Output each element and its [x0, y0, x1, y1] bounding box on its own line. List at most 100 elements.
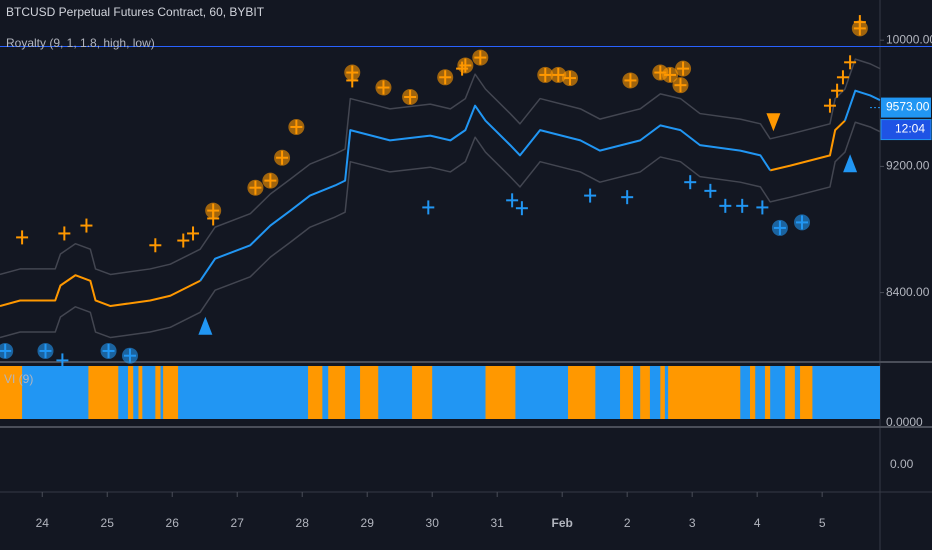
- cross-marker: [704, 183, 717, 198]
- circle-marker: [262, 172, 279, 189]
- vi-segment: [0, 366, 23, 419]
- circle-marker: [205, 202, 222, 219]
- cross-marker: [56, 353, 69, 368]
- cross-marker: [844, 55, 857, 70]
- x-tick-label: 29: [361, 516, 375, 530]
- chart-title: BTCUSD Perpetual Futures Contract, 60, B…: [6, 5, 265, 19]
- vi-segment: [620, 366, 634, 419]
- x-tick-label: 25: [101, 516, 115, 530]
- circle-marker: [851, 20, 868, 37]
- vi-segment: [128, 366, 134, 419]
- vi-segment: [640, 366, 650, 419]
- circle-marker: [662, 66, 679, 83]
- y-tick-label: 9200.00: [886, 159, 930, 173]
- circle-marker: [457, 57, 474, 74]
- vi-segment: [328, 366, 346, 419]
- price-line: [199, 104, 772, 282]
- triangle-down: [766, 113, 781, 132]
- cross-marker: [80, 218, 93, 233]
- circle-marker: [0, 342, 14, 359]
- cross-marker: [831, 83, 844, 98]
- cross-marker: [823, 98, 836, 113]
- vi-segment: [485, 366, 516, 419]
- cross-marker: [506, 193, 519, 208]
- cross-marker: [16, 230, 29, 245]
- x-tick-label: 26: [166, 516, 180, 530]
- circle-marker: [37, 342, 54, 359]
- pane3-axis-label: 0.00: [890, 457, 914, 471]
- circle-marker: [247, 179, 264, 196]
- x-tick-label: Feb: [552, 516, 573, 530]
- x-tick-label: 2: [624, 516, 631, 530]
- circle-marker: [771, 219, 788, 236]
- circle-marker: [622, 72, 639, 89]
- vi-segment: [360, 366, 379, 419]
- circle-marker: [288, 118, 305, 135]
- x-tick-label: 28: [296, 516, 310, 530]
- vi-segment: [308, 366, 323, 419]
- circle-marker: [100, 342, 117, 359]
- last-price-label: 9573.00: [886, 100, 930, 114]
- x-tick-label: 27: [231, 516, 245, 530]
- price-line: [769, 119, 846, 172]
- vi-segment: [412, 366, 433, 419]
- cross-marker: [584, 188, 597, 203]
- band-upper: [0, 58, 881, 276]
- triangle-up: [198, 316, 213, 335]
- circle-marker: [274, 149, 291, 166]
- cross-marker: [422, 200, 435, 215]
- vi-axis-label: 0.0000: [886, 415, 923, 429]
- price-line: [0, 274, 201, 308]
- vi-segment: [764, 366, 771, 419]
- vi-segment: [138, 366, 143, 419]
- y-tick-label: 8400.00: [886, 285, 930, 299]
- triangle-up: [843, 154, 858, 173]
- circle-marker: [794, 214, 811, 231]
- x-tick-label: 3: [689, 516, 696, 530]
- vi-segment: [163, 366, 179, 419]
- vi-segment: [88, 366, 119, 419]
- cross-marker: [836, 70, 849, 85]
- countdown-tag: [880, 119, 932, 141]
- vi-segment: [660, 366, 665, 419]
- circle-marker: [344, 64, 361, 81]
- circle-marker: [675, 60, 692, 77]
- circle-marker: [672, 77, 689, 94]
- x-tick-label: 5: [819, 516, 826, 530]
- circle-marker: [121, 347, 138, 364]
- y-tick-label: 10000.00: [886, 32, 932, 46]
- cross-marker: [756, 200, 769, 215]
- vi-segment: [668, 366, 741, 419]
- circle-marker: [375, 79, 392, 96]
- band-lower: [0, 121, 881, 339]
- cross-marker: [58, 226, 71, 241]
- vi-segment: [800, 366, 813, 419]
- last-price-tag: [881, 97, 931, 118]
- x-tick-label: 30: [426, 516, 440, 530]
- vi-segment: [568, 366, 596, 419]
- cross-marker: [719, 198, 732, 213]
- countdown-label: 12:04: [895, 122, 925, 136]
- cross-marker: [736, 198, 749, 213]
- vi-segment: [155, 366, 161, 419]
- circle-marker: [537, 66, 554, 83]
- indicator-label: Royalty (9, 1, 1.8, high, low): [6, 36, 155, 50]
- vi-title: VI (9): [4, 372, 33, 386]
- cross-marker: [177, 233, 190, 248]
- circle-marker: [561, 70, 578, 87]
- cross-marker: [684, 175, 697, 190]
- price-line: [843, 89, 881, 121]
- x-tick-label: 4: [754, 516, 761, 530]
- circle-marker: [472, 49, 489, 66]
- cross-marker: [621, 190, 634, 205]
- x-tick-label: 24: [36, 516, 50, 530]
- vi-segment: [785, 366, 795, 419]
- circle-marker: [402, 89, 419, 106]
- vi-segment: [750, 366, 756, 419]
- plot-layer: [0, 15, 932, 419]
- x-tick-label: 31: [491, 516, 505, 530]
- circle-marker: [437, 69, 454, 86]
- cross-marker: [149, 238, 162, 253]
